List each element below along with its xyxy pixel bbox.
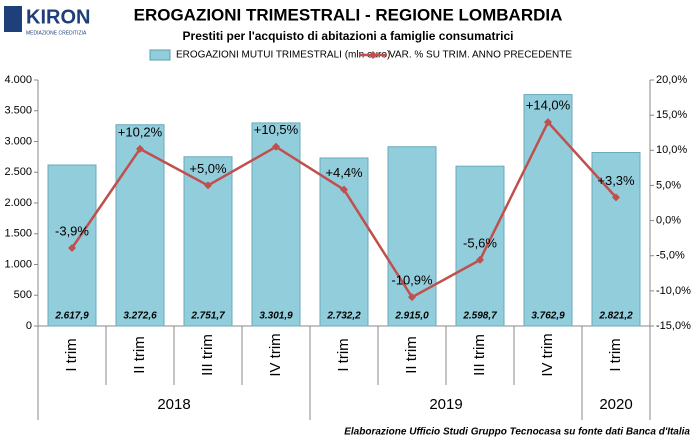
line-marker [476, 255, 484, 264]
line-value-label: +4,4% [325, 165, 363, 180]
line-marker [340, 185, 348, 194]
bar [523, 94, 573, 327]
bar-value-label: 3.272,6 [123, 311, 157, 322]
source-note: Elaborazione Ufficio Studi Gruppo Tecnoc… [344, 427, 690, 438]
y2-tick-label: 10,0% [656, 144, 687, 156]
logo-tagline: MEDIAZIONE CREDITIZIA [26, 30, 87, 36]
bar [455, 165, 505, 327]
line-marker [408, 293, 416, 302]
x-tick-label: I trim [607, 338, 624, 371]
chart-subtitle: Prestiti per l'acquisto di abitazioni a … [183, 29, 514, 43]
bar-value-label: 2.915,0 [394, 311, 429, 322]
legend-swatch [149, 49, 171, 61]
x-tick-label: III trim [471, 334, 488, 376]
y-tick-label: 4.000 [4, 74, 32, 86]
bar-value-label: 2.751,7 [190, 311, 225, 322]
bar [319, 157, 369, 327]
line-marker [272, 142, 280, 151]
line-marker [612, 193, 620, 202]
y-tick-label: 2.000 [4, 197, 32, 209]
legend-label: VAR. % SU TRIM. ANNO PRECEDENTE [389, 50, 572, 61]
y-tick-label: 3.000 [4, 135, 32, 147]
line-marker [136, 144, 144, 153]
logo-name: KIRON [26, 6, 90, 28]
legend-label: EROGAZIONI MUTUI TRIMESTRALI (mln euro) [176, 50, 390, 61]
group-label: 2019 [429, 396, 462, 413]
group-label: 2020 [599, 396, 632, 413]
chart-title: EROGAZIONI TRIMESTRALI - REGIONE LOMBARD… [134, 5, 563, 24]
x-tick-label: II trim [131, 336, 148, 374]
y-tick-label: 2.500 [4, 166, 32, 178]
y2-tick-label: 5,0% [656, 179, 681, 191]
line-marker [204, 181, 212, 190]
y2-tick-label: -15,0% [656, 320, 691, 332]
line-value-label: +10,5% [254, 122, 299, 137]
bar-value-label: 2.732,2 [326, 311, 361, 322]
legend-marker [369, 51, 377, 59]
y2-tick-label: 20,0% [656, 74, 687, 86]
bar [251, 122, 301, 327]
logo-icon [4, 6, 22, 32]
line-value-label: +3,3% [597, 173, 635, 188]
y2-tick-label: -5,0% [656, 250, 685, 262]
line-value-label: -10,9% [391, 273, 433, 288]
y-tick-label: 500 [14, 289, 32, 301]
line-value-label: -3,9% [55, 223, 89, 238]
x-tick-label: I trim [63, 338, 80, 371]
bar-value-label: 2.617,9 [54, 311, 89, 322]
line-value-label: +10,2% [118, 124, 163, 139]
bar [115, 124, 165, 327]
bar-value-label: 2.821,2 [598, 311, 633, 322]
x-tick-label: III trim [199, 334, 216, 376]
x-tick-label: IV trim [539, 333, 556, 376]
line-value-label: +5,0% [189, 161, 227, 176]
line-marker [544, 118, 552, 127]
bar-value-label: 3.301,9 [259, 311, 293, 322]
y-tick-label: 1.500 [4, 228, 32, 240]
line-marker [68, 243, 76, 252]
y-tick-label: 3.500 [4, 105, 32, 117]
bar-value-label: 2.598,7 [462, 311, 497, 322]
x-tick-label: II trim [403, 336, 420, 374]
x-tick-label: I trim [335, 338, 352, 371]
x-tick-label: IV trim [267, 333, 284, 376]
y2-tick-label: 15,0% [656, 109, 687, 121]
y2-tick-label: -10,0% [656, 285, 691, 297]
y-tick-label: 1.000 [4, 258, 32, 270]
line-value-label: +14,0% [526, 98, 571, 113]
y2-tick-label: 0,0% [656, 214, 681, 226]
y-tick-label: 0 [26, 320, 32, 332]
bar-value-label: 3.762,9 [531, 311, 565, 322]
line-value-label: -5,6% [463, 235, 497, 250]
group-label: 2018 [157, 396, 190, 413]
